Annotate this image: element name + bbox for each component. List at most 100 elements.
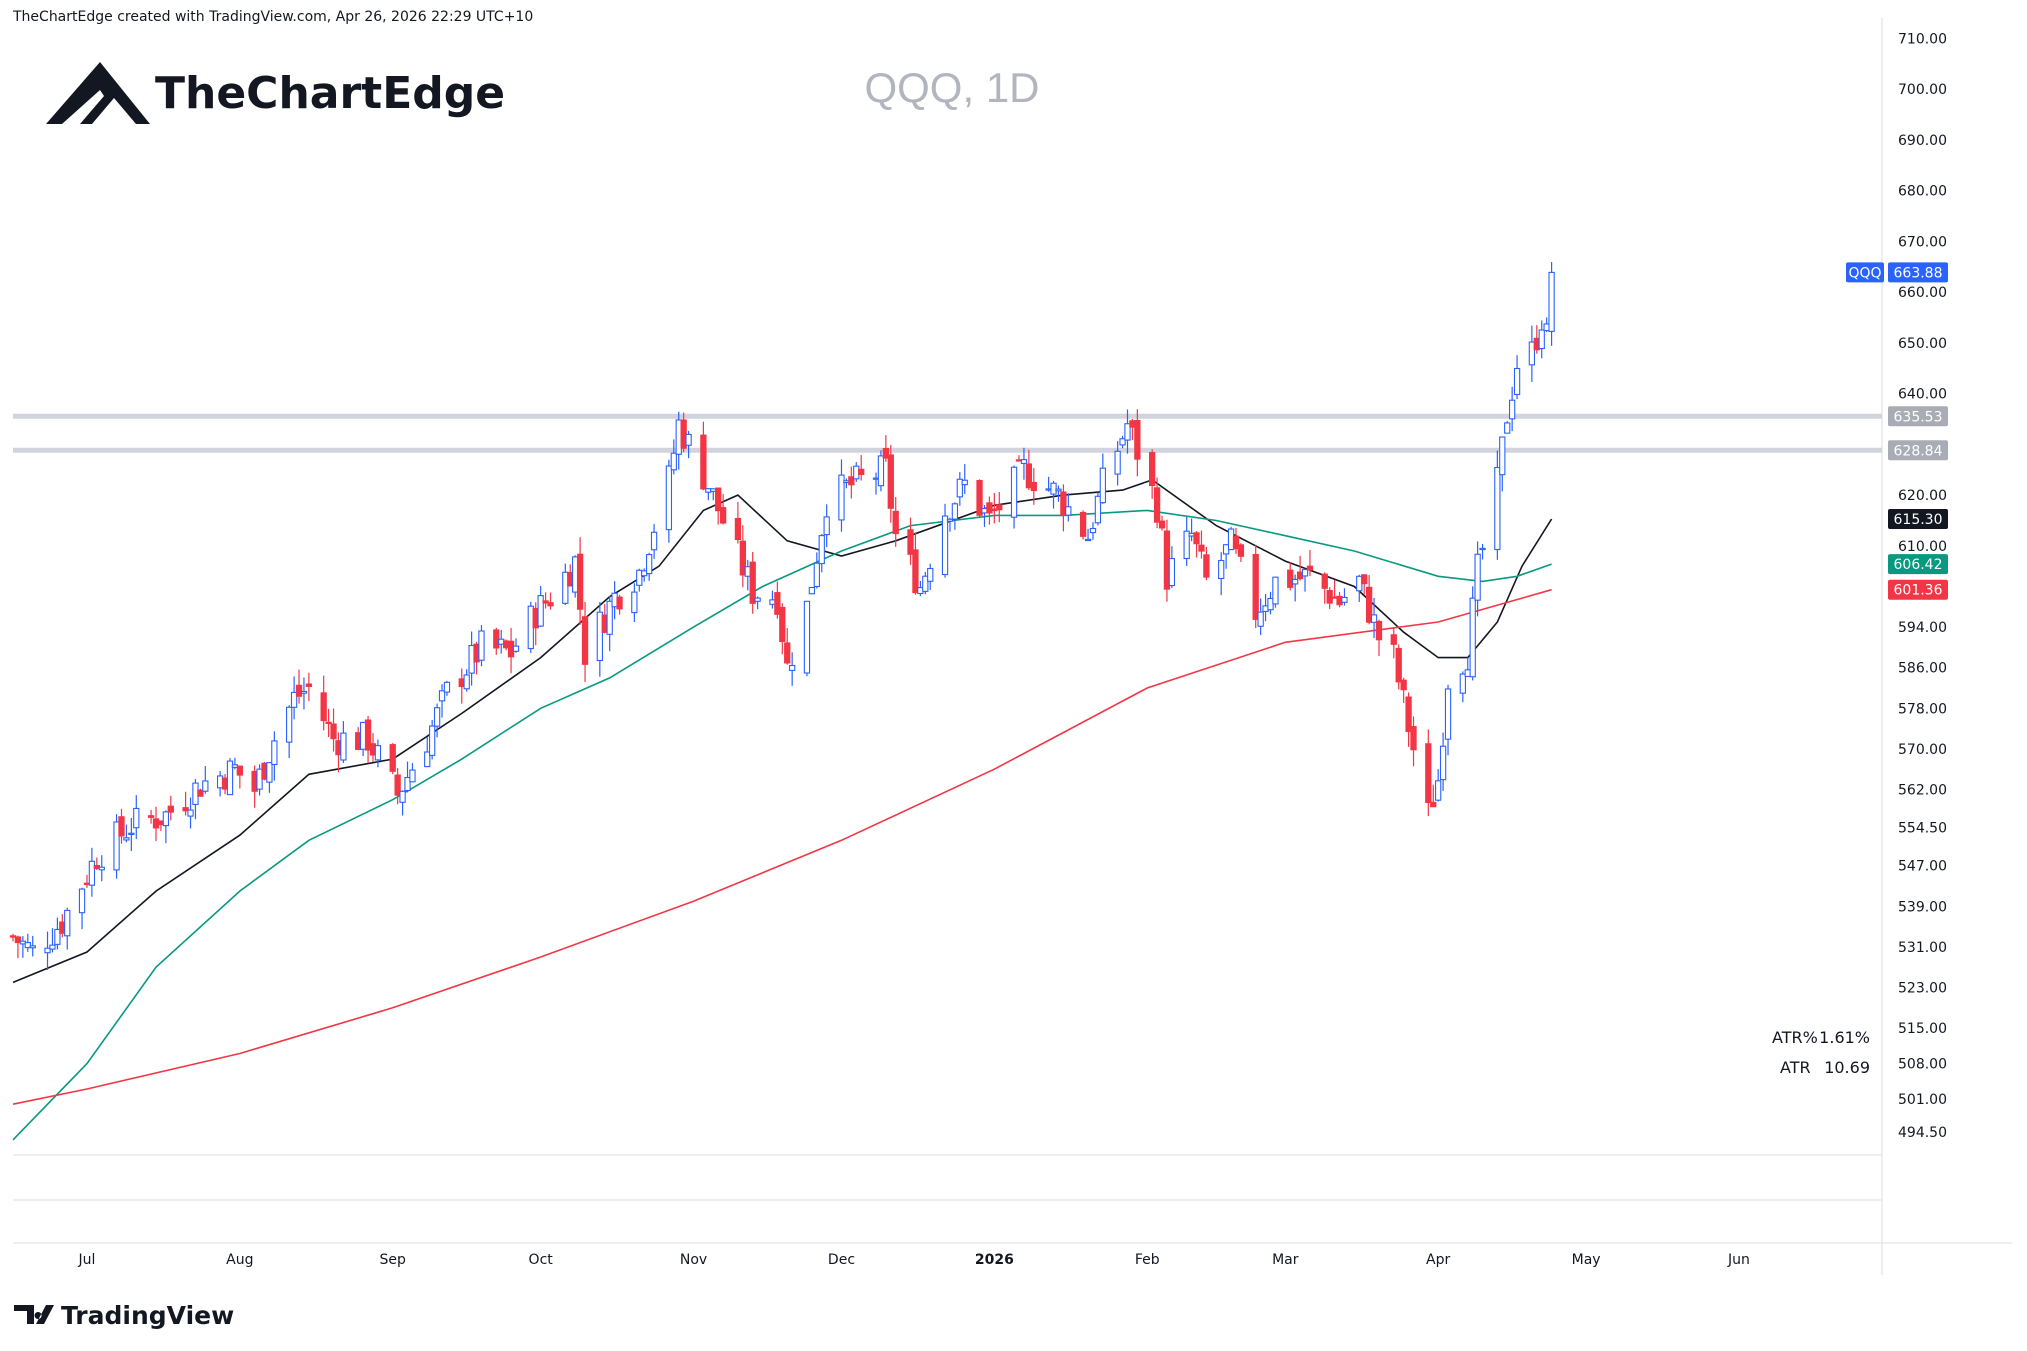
candle xyxy=(409,763,416,783)
candle xyxy=(956,472,963,506)
candle xyxy=(784,628,791,665)
candle xyxy=(24,933,31,952)
candle xyxy=(1287,562,1294,591)
candle xyxy=(537,586,544,628)
time-tick-label: Apr xyxy=(1426,1252,1450,1268)
svg-text:628.84: 628.84 xyxy=(1894,443,1943,459)
candle xyxy=(1479,543,1486,560)
candle xyxy=(478,625,485,667)
candle xyxy=(665,459,673,543)
candle xyxy=(1306,549,1314,577)
candle xyxy=(300,677,308,710)
price-tick-label: 554.50 xyxy=(1898,821,1947,837)
candle xyxy=(1400,677,1407,704)
candle xyxy=(1079,510,1087,540)
candle xyxy=(147,809,155,824)
candle xyxy=(1257,598,1264,636)
symbol-watermark: QQQ, 1D xyxy=(864,64,1039,111)
price-tick-label: 700.00 xyxy=(1898,82,1947,98)
price-tick-label: 680.00 xyxy=(1898,184,1947,200)
price-axis[interactable]: 710.00 700.00 690.00 680.00 670.00 660.00 650.… xyxy=(1898,31,1947,1141)
candle xyxy=(1370,597,1378,638)
candle xyxy=(887,445,894,523)
tradingview-logo-icon xyxy=(14,1305,54,1324)
candle xyxy=(1203,546,1210,581)
time-tick-label: Nov xyxy=(680,1252,707,1268)
candle xyxy=(1119,435,1126,449)
candle xyxy=(1321,572,1328,604)
candle xyxy=(290,676,298,720)
candle xyxy=(295,669,303,704)
candle xyxy=(1158,515,1166,531)
tradingview-logo[interactable]: TradingView xyxy=(14,1301,234,1330)
time-tick-label: Jul xyxy=(78,1252,96,1268)
candle xyxy=(123,824,130,843)
candle xyxy=(1099,453,1106,504)
candle xyxy=(429,719,436,760)
price-tick-label: 531.00 xyxy=(1898,940,1947,956)
candle xyxy=(882,435,890,462)
candle xyxy=(941,503,949,578)
time-tick-label: Sep xyxy=(380,1252,407,1268)
level-price-tag: 635.53 xyxy=(1888,406,1948,427)
candle xyxy=(1405,692,1412,747)
candle xyxy=(167,795,174,821)
ma-line-200 xyxy=(12,588,1552,1105)
candle xyxy=(1060,484,1067,532)
candle xyxy=(1499,436,1506,492)
tradingview-logo-text: TradingView xyxy=(61,1301,234,1330)
price-tick-label: 660.00 xyxy=(1898,285,1947,301)
candle xyxy=(44,931,51,970)
candle xyxy=(1292,574,1299,602)
candle xyxy=(1193,531,1200,558)
brand-logo: TheChartEdge xyxy=(46,62,505,124)
candle xyxy=(636,568,643,592)
candle xyxy=(330,708,337,752)
candle xyxy=(404,761,411,793)
price-tags: 635.53 628.84 663.88 QQQ 615.30 606.42 601.36 xyxy=(1846,262,1948,600)
ma-price-tag: 615.30 xyxy=(1888,508,1948,529)
candle xyxy=(14,935,22,959)
candle xyxy=(1065,493,1072,522)
price-tick-label: 594.00 xyxy=(1898,620,1947,636)
candle xyxy=(364,715,372,764)
candle xyxy=(1232,527,1240,554)
candle xyxy=(1430,784,1437,808)
candle xyxy=(113,814,120,879)
candle xyxy=(774,581,781,619)
time-tick-label: May xyxy=(1572,1252,1601,1268)
candle xyxy=(1134,409,1141,477)
atr-value: 10.69 xyxy=(1824,1058,1870,1077)
candle xyxy=(1538,320,1545,359)
candle xyxy=(443,680,451,696)
candle xyxy=(1513,355,1521,400)
candles xyxy=(9,262,1555,970)
time-tick-label: Oct xyxy=(529,1252,554,1268)
candle xyxy=(1504,421,1511,434)
candle xyxy=(927,563,934,590)
last-price-tag: 663.88 QQQ xyxy=(1846,262,1948,283)
atr-pct-label: ATR% xyxy=(1772,1028,1818,1047)
candle xyxy=(986,496,993,525)
candle xyxy=(266,762,273,793)
candle xyxy=(646,552,653,581)
symbol-tag-label: QQQ xyxy=(1848,265,1881,281)
candle xyxy=(236,765,243,789)
time-tick-label: Jun xyxy=(1727,1252,1750,1268)
candle xyxy=(808,586,816,595)
time-axis[interactable]: Jul Aug Sep Oct Nov Dec 2026 Feb Mar Apr May Jun xyxy=(78,1252,1750,1268)
candle xyxy=(133,795,140,840)
candle xyxy=(749,551,756,614)
atr-indicator: ATR% 1.61% ATR 10.69 xyxy=(1772,1028,1870,1077)
candle xyxy=(320,675,327,731)
candle xyxy=(719,494,727,525)
time-tick-label: 2026 xyxy=(975,1252,1014,1268)
price-tick-label: 508.00 xyxy=(1898,1057,1947,1073)
candle xyxy=(946,517,954,532)
candle xyxy=(325,708,332,738)
candle xyxy=(374,739,382,768)
candle xyxy=(394,767,401,805)
candle xyxy=(581,601,589,682)
candle xyxy=(631,583,638,623)
